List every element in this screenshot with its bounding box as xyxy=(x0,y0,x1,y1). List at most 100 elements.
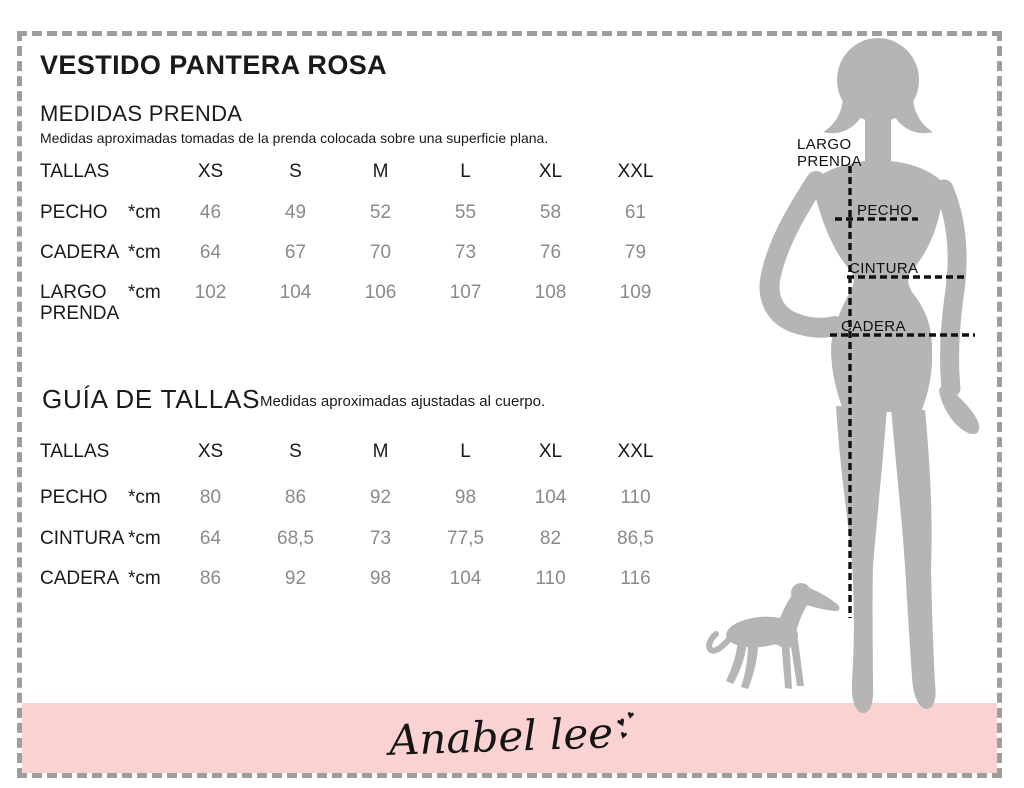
measure-value: 110 xyxy=(620,487,651,508)
largo-prenda-label-line1: LARGO xyxy=(797,136,852,153)
measure-value: 106 xyxy=(364,282,397,303)
medidas-prenda-table: TALLAS XS S M L XL XXL PECHO *cm 46 49 5… xyxy=(40,161,678,340)
measure-value: 110 xyxy=(535,568,566,589)
row-label-cadera: CADERA xyxy=(40,242,120,263)
measurement-lines xyxy=(830,166,975,618)
measure-value: 86,5 xyxy=(617,528,654,549)
row-label-largo-prenda: LARGO PRENDA xyxy=(40,282,120,325)
left-leg xyxy=(836,406,887,714)
tallas-header: TALLAS xyxy=(40,441,110,462)
measure-value: 73 xyxy=(454,242,477,263)
measure-value: 67 xyxy=(284,242,307,263)
tallas-header: TALLAS xyxy=(40,161,110,182)
measure-value: 77,5 xyxy=(447,528,484,549)
measure-value: 64 xyxy=(199,242,222,263)
measure-value: 92 xyxy=(284,568,307,589)
size-col-header: M xyxy=(372,441,389,462)
row-label-cintura: CINTURA xyxy=(40,528,125,549)
measure-value: 109 xyxy=(619,282,652,303)
right-hand xyxy=(939,383,980,435)
measure-value: 86 xyxy=(199,568,222,589)
unit-label: *cm xyxy=(128,487,161,508)
row-label-cadera: CADERA xyxy=(40,568,120,589)
measurement-labels: LARGO PRENDA PECHO CINTURA CADERA xyxy=(797,136,918,335)
measure-value: 116 xyxy=(620,568,651,589)
size-col-header: XS xyxy=(197,161,224,182)
left-arm xyxy=(759,171,845,338)
guia-tallas-heading: GUÍA DE TALLAS xyxy=(42,384,261,414)
measure-value: 79 xyxy=(624,242,647,263)
measure-value: 70 xyxy=(369,242,392,263)
hair-flip-left xyxy=(823,95,861,134)
spacer xyxy=(128,441,168,487)
row-label-pecho: PECHO xyxy=(40,202,108,223)
medidas-prenda-subtitle: Medidas aproximadas tomadas de la prenda… xyxy=(40,130,549,146)
heart-icon: ♥ xyxy=(618,727,630,743)
unit-label: *cm xyxy=(128,242,161,263)
neck xyxy=(865,104,891,166)
dog-silhouette xyxy=(706,583,840,689)
measure-value: 98 xyxy=(369,568,392,589)
heart-icon: ♥ xyxy=(613,712,629,732)
size-col-header: XL xyxy=(538,161,563,182)
guia-tallas-table: TALLAS XS S M L XL XXL PECHO *cm 80 86 9… xyxy=(40,441,678,608)
measure-value: 92 xyxy=(369,487,392,508)
measure-value: 61 xyxy=(624,202,647,223)
measure-value: 46 xyxy=(199,202,222,223)
measure-value: 108 xyxy=(534,282,567,303)
measurement-figure: LARGO PRENDA PECHO CINTURA CADERA xyxy=(706,38,980,714)
size-col-header: XL xyxy=(538,441,563,462)
size-col-header: XXL xyxy=(617,161,654,182)
measure-value: 49 xyxy=(284,202,307,223)
row-label-pecho: PECHO xyxy=(40,487,108,508)
measure-value: 58 xyxy=(539,202,562,223)
unit-label: *cm xyxy=(128,202,161,223)
right-arm xyxy=(934,179,967,398)
cadera-label: CADERA xyxy=(841,318,906,335)
dog-muzzle xyxy=(798,585,840,612)
measure-value: 104 xyxy=(279,282,312,303)
measure-value: 73 xyxy=(369,528,392,549)
dog-front-leg-1 xyxy=(781,638,792,689)
measure-value: 68,5 xyxy=(277,528,314,549)
measure-value: 52 xyxy=(369,202,392,223)
medidas-prenda-heading: MEDIDAS PRENDA xyxy=(40,101,243,126)
size-col-header: XS xyxy=(197,441,224,462)
heart-icon: ♥ xyxy=(625,707,636,723)
dog-tail xyxy=(706,631,734,654)
measure-value: 82 xyxy=(539,528,562,549)
right-leg xyxy=(891,408,936,709)
torso xyxy=(812,161,944,412)
size-col-header: S xyxy=(289,441,302,462)
measure-value: 104 xyxy=(449,568,482,589)
measure-value: 107 xyxy=(449,282,482,303)
pink-footer-band xyxy=(22,703,997,773)
dog-neck xyxy=(772,595,809,648)
measure-value: 80 xyxy=(199,487,222,508)
size-col-header: M xyxy=(372,161,389,182)
unit-label: *cm xyxy=(128,528,161,549)
measure-value: 86 xyxy=(284,487,307,508)
pecho-label: PECHO xyxy=(857,202,912,219)
measure-value: 64 xyxy=(199,528,222,549)
size-col-header: L xyxy=(460,161,471,182)
size-col-header: L xyxy=(460,441,471,462)
size-col-header: XXL xyxy=(617,441,654,462)
guia-tallas-subtitle: Medidas aproximadas ajustadas al cuerpo. xyxy=(260,393,546,410)
measure-value: 55 xyxy=(454,202,477,223)
cintura-label: CINTURA xyxy=(849,260,918,277)
size-col-header: S xyxy=(289,161,302,182)
measure-value: 76 xyxy=(539,242,562,263)
measure-value: 102 xyxy=(194,282,227,303)
dog-rear-leg-2 xyxy=(741,641,758,689)
dog-front-leg-2 xyxy=(790,640,804,686)
dog-rear-leg-1 xyxy=(726,638,747,684)
measure-value: 98 xyxy=(454,487,477,508)
spacer xyxy=(128,161,168,202)
page-title: VESTIDO PANTERA ROSA xyxy=(40,50,388,80)
measure-value: 104 xyxy=(534,487,567,508)
largo-prenda-label-line2: PRENDA xyxy=(797,153,862,170)
brand-logo: Anabel lee♥♥♥ xyxy=(0,700,1024,773)
woman-silhouette xyxy=(759,38,980,714)
